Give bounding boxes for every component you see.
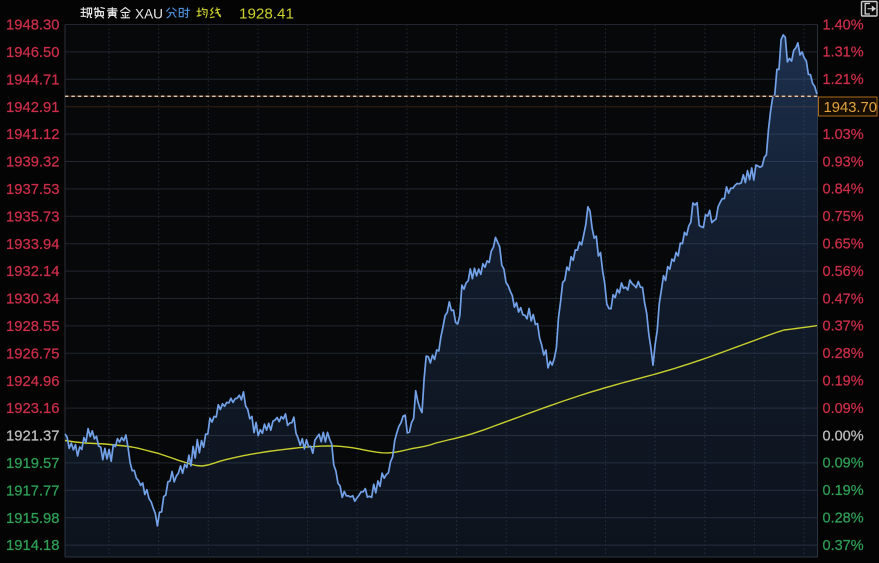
svg-text:1.40%: 1.40% [823,17,864,33]
svg-text:1924.96: 1924.96 [6,374,60,390]
svg-text:0.75%: 0.75% [823,209,864,225]
svg-text:0.56%: 0.56% [823,264,864,280]
svg-text:1941.12: 1941.12 [6,127,60,143]
svg-text:1933.94: 1933.94 [6,237,60,253]
svg-text:1915.98: 1915.98 [6,511,60,527]
svg-text:1914.18: 1914.18 [6,538,60,554]
svg-text:1948.30: 1948.30 [6,18,60,34]
svg-text:1937.53: 1937.53 [6,182,60,198]
svg-text:0.09%: 0.09% [823,456,864,472]
svg-text:0.09%: 0.09% [823,401,864,417]
svg-text:0.19%: 0.19% [823,374,864,390]
svg-text:0.37%: 0.37% [823,319,864,335]
svg-text:0.47%: 0.47% [823,291,864,307]
svg-text:1944.71: 1944.71 [6,72,60,88]
svg-text:0.28%: 0.28% [823,346,864,362]
svg-text:1.03%: 1.03% [823,127,864,143]
svg-text:0.00%: 0.00% [823,428,864,444]
svg-text:1939.32: 1939.32 [6,155,60,171]
svg-text:1946.50: 1946.50 [6,45,60,61]
svg-text:1930.34: 1930.34 [6,292,60,308]
svg-text:1919.57: 1919.57 [6,456,60,472]
svg-text:1917.77: 1917.77 [6,483,60,499]
svg-text:1932.14: 1932.14 [6,264,60,280]
svg-text:1943.70: 1943.70 [824,100,878,116]
svg-text:1942.91: 1942.91 [6,100,60,116]
svg-text:0.19%: 0.19% [823,483,864,499]
svg-text:1928.55: 1928.55 [6,319,60,335]
svg-text:0.37%: 0.37% [823,538,864,554]
svg-text:1923.16: 1923.16 [6,401,60,417]
svg-text:1935.73: 1935.73 [6,209,60,225]
svg-text:0.65%: 0.65% [823,237,864,253]
svg-text:1928.41: 1928.41 [239,5,294,22]
svg-text:XAU: XAU [135,6,163,21]
svg-text:1921.37: 1921.37 [6,429,60,445]
svg-text:1.21%: 1.21% [823,72,864,88]
svg-text:1926.75: 1926.75 [6,346,60,362]
svg-text:0.84%: 0.84% [823,182,864,198]
svg-text:1.31%: 1.31% [823,45,864,61]
svg-text:0.28%: 0.28% [823,511,864,527]
svg-text:0.93%: 0.93% [823,154,864,170]
